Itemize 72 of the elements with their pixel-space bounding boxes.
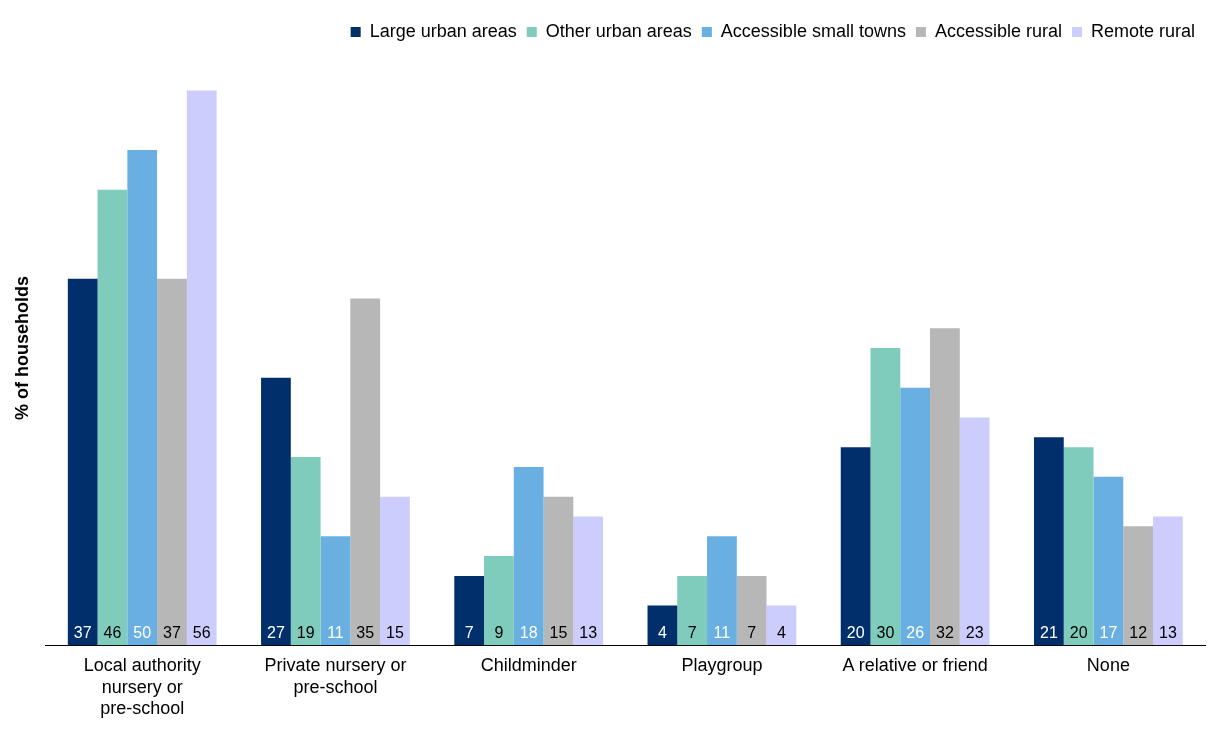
bar [1093, 476, 1124, 646]
data-label: 15 [549, 623, 568, 641]
bar [766, 605, 797, 646]
data-label: 20 [1069, 623, 1088, 641]
bar [573, 516, 604, 646]
data-label: 30 [876, 623, 895, 641]
bar [1063, 447, 1094, 646]
x-tick-label: Childminder [480, 654, 577, 675]
bar [320, 536, 351, 646]
data-label: 9 [494, 623, 504, 641]
bar [930, 328, 960, 646]
bar [900, 387, 931, 646]
data-label: 11 [713, 623, 731, 641]
bar [677, 575, 708, 646]
data-label: 7 [464, 623, 474, 641]
data-label: 27 [267, 623, 285, 641]
bar [157, 278, 187, 646]
bar [380, 496, 410, 646]
bar [67, 278, 98, 646]
data-label: 7 [747, 623, 757, 641]
bar [484, 556, 514, 646]
x-tick-label: Local authority nursery or pre-school [83, 654, 201, 719]
x-tick-label: None [1086, 654, 1130, 675]
data-label: 21 [1039, 623, 1058, 641]
data-label: 26 [906, 623, 925, 641]
data-label: 13 [1159, 623, 1177, 641]
data-label: 15 [386, 623, 404, 641]
bar [840, 447, 871, 646]
bar [707, 536, 737, 646]
bar [1033, 437, 1064, 646]
data-label: 19 [296, 623, 315, 641]
data-label: 35 [356, 623, 375, 641]
bar [513, 466, 544, 646]
data-label: 46 [103, 623, 122, 641]
bar [454, 575, 485, 646]
bar [959, 417, 990, 646]
bar [290, 457, 321, 646]
legend-label: Accessible small towns [720, 20, 906, 41]
legend-label: Other urban areas [545, 20, 692, 41]
bar [543, 496, 574, 646]
bar [127, 150, 158, 646]
data-label: 18 [519, 623, 538, 641]
data-label: 7 [687, 623, 697, 641]
x-tick-label: Playgroup [681, 654, 763, 675]
bar [647, 605, 678, 646]
x-tick-label: A relative or friend [842, 654, 988, 675]
legend-label: Accessible rural [934, 20, 1062, 41]
data-label: 12 [1129, 623, 1148, 641]
bar [97, 189, 128, 646]
legend-label: Large urban areas [369, 20, 517, 41]
data-label: 37 [163, 623, 181, 641]
data-label: 4 [776, 623, 786, 641]
bar [261, 377, 291, 646]
y-axis-title: % of households [11, 276, 32, 421]
x-tick-label: Private nursery or pre-school [264, 654, 407, 697]
bar [1153, 516, 1183, 646]
legend-label: Remote rural [1090, 20, 1196, 41]
data-label: 32 [936, 623, 954, 641]
data-label: 23 [965, 623, 984, 641]
data-label: 13 [579, 623, 598, 641]
data-label: 11 [327, 623, 344, 641]
data-label: 50 [133, 623, 152, 641]
bar [186, 90, 217, 646]
data-label: 20 [846, 623, 865, 641]
data-label: 56 [192, 623, 211, 641]
data-label: 17 [1099, 623, 1118, 641]
bar [870, 348, 901, 646]
data-label: 37 [73, 623, 92, 641]
bar [736, 575, 767, 646]
data-label: 4 [657, 623, 667, 641]
bar [350, 298, 381, 646]
bar [1123, 526, 1154, 646]
